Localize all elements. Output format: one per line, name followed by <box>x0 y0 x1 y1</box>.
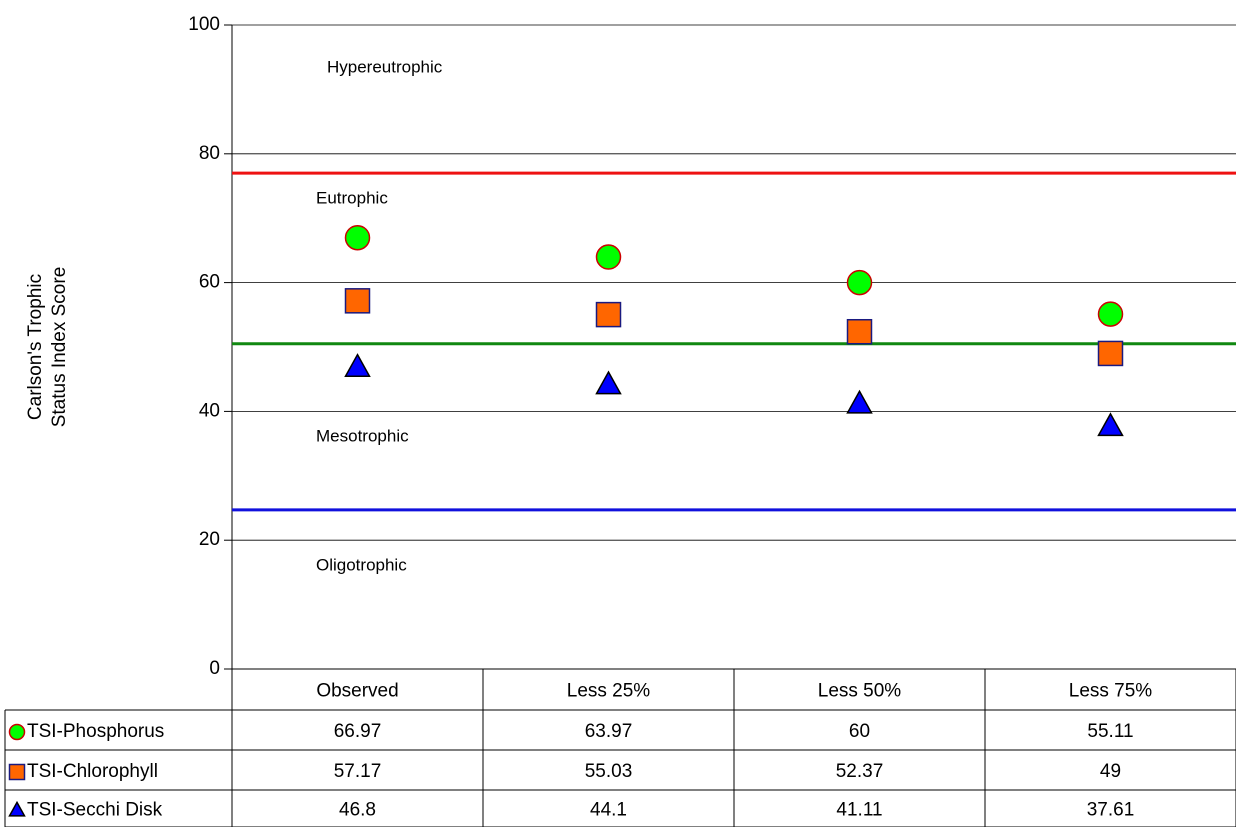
table-value: 52.37 <box>836 761 884 782</box>
zone-label: Mesotrophic <box>316 427 409 446</box>
table-value: 49 <box>1100 761 1121 782</box>
table-value: 44.1 <box>590 800 627 821</box>
table-value: 60 <box>849 721 870 742</box>
zone-label: Hypereutrophic <box>327 58 443 77</box>
legend-marker <box>8 800 26 817</box>
zone-label: Eutrophic <box>316 188 388 207</box>
legend-label: TSI-Chlorophyll <box>27 761 158 782</box>
y-tick-label: 20 <box>199 529 220 550</box>
data-point <box>846 318 873 345</box>
data-point <box>1097 301 1124 327</box>
data-point <box>595 301 622 328</box>
x-tick-label: Less 50% <box>818 681 902 702</box>
legend-marker <box>8 723 26 741</box>
y-axis-label: Status Index Score <box>49 267 70 428</box>
table-value: 57.17 <box>334 761 382 782</box>
data-point <box>344 224 371 251</box>
data-point <box>595 244 622 270</box>
legend-label: TSI-Phosphorus <box>27 721 164 742</box>
legend-marker <box>8 763 26 781</box>
data-point <box>846 389 873 414</box>
data-point <box>344 353 371 377</box>
table-value: 63.97 <box>585 721 633 742</box>
x-tick-label: Less 75% <box>1069 681 1153 702</box>
legend-label: TSI-Secchi Disk <box>27 800 163 821</box>
table-value: 41.11 <box>836 800 882 821</box>
data-point <box>1097 412 1124 437</box>
table-value: 66.97 <box>334 721 382 742</box>
data-point <box>846 269 873 296</box>
y-tick-label: 60 <box>199 272 220 293</box>
y-tick-label: 0 <box>209 658 220 679</box>
y-axis-label: Carlson's Trophic <box>25 274 46 420</box>
zone-label: Oligotrophic <box>316 555 407 574</box>
x-tick-label: Observed <box>316 681 398 702</box>
x-tick-label: Less 25% <box>567 681 651 702</box>
table-value: 37.61 <box>1087 800 1135 821</box>
y-tick-label: 40 <box>199 400 220 421</box>
table-value: 55.11 <box>1087 721 1133 742</box>
y-tick-label: 80 <box>199 143 220 164</box>
data-point <box>344 288 371 314</box>
y-tick-label: 100 <box>188 14 220 35</box>
table-value: 55.03 <box>585 761 633 782</box>
table-value: 46.8 <box>339 800 376 821</box>
data-point <box>1097 340 1124 367</box>
data-point <box>595 370 622 395</box>
